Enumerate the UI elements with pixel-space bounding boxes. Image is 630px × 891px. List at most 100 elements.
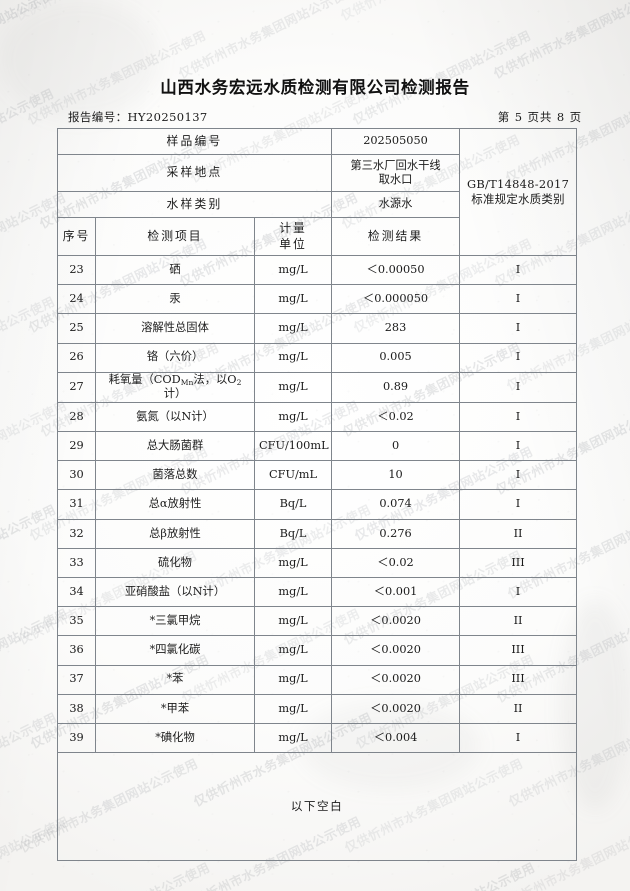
cell-item: 溶解性总固体 [95,313,255,344]
table-row: 23 硒 mg/L ＜0.00050 I [57,254,578,286]
cell-unit: mg/L [253,606,333,637]
sampling-site-line2: 取水口 [378,173,413,186]
cell-result: 0 [331,431,461,462]
sampling-site-value: 第三水厂回水干线 取水口 [331,154,461,192]
cell-unit: CFU/100mL [253,431,333,462]
cell-result: 0.074 [331,489,461,520]
cell-item: 汞 [95,284,255,315]
cell-no: 28 [57,401,96,433]
cell-result: ＜0.0020 [331,606,461,637]
cell-cls: I [459,431,578,462]
cell-unit: mg/L [253,547,333,579]
page-indicator: 第 5 页共 8 页 [497,110,582,124]
cell-no: 27 [57,371,96,403]
cell-no: 39 [57,722,96,754]
standard-desc: 标准规定水质类别 [471,192,565,206]
table-row: 39 *碘化物 mg/L ＜0.004 I [57,722,578,754]
table-row: 24 汞 mg/L ＜0.000050 I [57,284,578,315]
cell-cls: III [459,547,578,579]
cell-item: 氨氮（以N计） [95,401,255,433]
sample-no-label: 样品编号 [56,128,333,155]
cell-result: ＜0.004 [331,722,461,754]
cell-result: ＜0.00050 [331,254,461,286]
cell-cls: I [459,722,578,754]
blank-area-row: 以下空白 [56,752,578,862]
cell-result: ＜0.0020 [331,693,461,724]
sampling-site-label: 采样地点 [56,154,333,192]
cell-cls: II [459,518,578,549]
cell-no: 33 [57,547,96,579]
table-row: 34 亚硝酸盐（以N计） mg/L ＜0.001 I [57,577,578,608]
cell-unit: mg/L [253,401,333,433]
cell-result: ＜0.0020 [331,635,461,666]
cell-item: *甲苯 [95,693,255,724]
cell-no: 26 [57,342,96,373]
sample-no-value: 202505050 [331,128,461,155]
cell-item: *三氯甲烷 [95,606,255,637]
cell-cls: I [459,401,578,433]
cell-no: 32 [57,518,96,549]
cell-no: 34 [57,577,96,608]
column-header-row: 序号 检测项目 计量 单位 检测结果 [57,217,577,256]
table-row: 30 菌落总数 CFU/mL 10 I [57,460,578,491]
col-header-unit: 计量 单位 [253,217,333,256]
cell-no: 36 [57,635,96,666]
blank-note: 以下空白 [56,752,578,862]
cell-result: ＜0.02 [331,401,461,433]
cell-item: 铬（六价） [95,342,255,373]
cell-unit: mg/L [253,722,333,754]
cell-cls: I [459,284,578,315]
cell-no: 38 [57,693,96,724]
page-title: 山西水务宏远水质检测有限公司检测报告 [160,78,470,97]
water-quality-report-table: 样品编号 202505050 GB/T14848-2017 标准规定水质类别 采… [56,128,578,862]
table-row: 35 *三氯甲烷 mg/L ＜0.0020 II [57,606,578,637]
cell-unit: mg/L [253,313,333,344]
cell-item: 硒 [95,254,255,286]
cell-item: 总β放射性 [95,518,255,549]
cell-cls: I [459,254,578,286]
table-row: 36 *四氯化碳 mg/L ＜0.0020 III [57,635,578,666]
cell-unit: mg/L [253,693,333,724]
cell-no: 23 [57,254,96,286]
table-row: 32 总β放射性 Bq/L 0.276 II [57,518,578,549]
table-row: 27 耗氧量（CODMn法，以O2计） mg/L 0.89 I [57,371,578,403]
cell-cls: II [459,606,578,637]
cell-result: 10 [331,460,461,491]
cell-no: 25 [57,313,96,344]
table-row: 33 硫化物 mg/L ＜0.02 III [57,547,578,579]
cell-item: *苯 [95,664,255,695]
cell-no: 24 [57,284,96,315]
cell-item: 菌落总数 [95,460,255,491]
sample-no-row: 样品编号 202505050 GB/T14848-2017 标准规定水质类别 [56,128,578,256]
cell-result: ＜0.02 [331,547,461,579]
table-row: 38 *甲苯 mg/L ＜0.0020 II [57,693,578,724]
cell-cls: I [459,342,578,373]
water-type-value: 水源水 [331,191,461,218]
standard-class-header: GB/T14848-2017 标准规定水质类别 [459,128,578,256]
cell-cls: I [459,313,578,344]
cell-result: ＜0.0020 [331,664,461,695]
cell-result: 0.89 [331,371,461,403]
cell-item: *四氯化碳 [95,635,255,666]
cell-item: 硫化物 [95,547,255,579]
report-number: 报告编号：HY20250137 [68,110,208,124]
cell-cls: III [459,635,578,666]
cell-item: 耗氧量（CODMn法，以O2计） [95,371,255,403]
cell-cls: I [459,371,578,403]
cell-unit: mg/L [253,371,333,403]
cell-item: 亚硝酸盐（以N计） [95,577,255,608]
sampling-site-line1: 第三水厂回水干线 [350,158,441,172]
cell-item: 总大肠菌群 [95,431,255,462]
cell-result: 0.276 [331,518,461,549]
cell-result: ＜0.001 [331,577,461,608]
standard-code: GB/T14848-2017 [466,177,570,192]
table-row: 25 溶解性总固体 mg/L 283 I [57,313,578,344]
cell-unit: Bq/L [253,518,333,549]
cell-unit: mg/L [253,664,333,695]
water-type-label: 水样类别 [56,191,333,218]
col-header-unit-line2: 单位 [279,236,307,251]
col-header-unit-line1: 计量 [279,221,307,236]
cell-unit: mg/L [253,577,333,608]
cell-cls: II [459,693,578,724]
